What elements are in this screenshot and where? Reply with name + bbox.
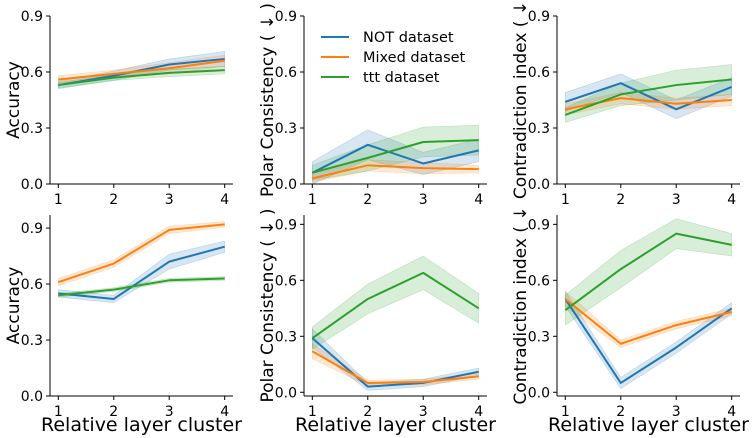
legend-label-not: NOT dataset xyxy=(363,30,454,46)
series-line-ttt-dataset xyxy=(312,139,479,174)
y-tick-label: 0.6 xyxy=(21,65,43,81)
y-tick-label: 0.6 xyxy=(275,65,297,81)
x-tick-label: 3 xyxy=(419,192,428,208)
x-tick-label: 1 xyxy=(54,192,63,208)
y-axis-label: Polar Consistency ( ↓ ) xyxy=(258,208,278,402)
x-tick-label: 3 xyxy=(419,404,428,420)
x-tick-label: 1 xyxy=(561,192,570,208)
y-tick-label: 0.0 xyxy=(528,385,550,401)
x-tick-label: 4 xyxy=(220,192,229,208)
series-line-mixed-dataset xyxy=(311,350,479,384)
y-tick-label: 0.3 xyxy=(528,121,550,137)
y-tick-label: 0.0 xyxy=(275,177,297,193)
x-tick-label: 4 xyxy=(220,404,229,420)
series-line-mixed-dataset xyxy=(57,223,225,284)
y-tick-label: 0.3 xyxy=(21,121,43,137)
y-axis-label: Contradiction index ( ↓ xyxy=(511,206,531,404)
y-tick-label: 0.0 xyxy=(21,389,43,405)
y-tick-label: 0.3 xyxy=(275,329,297,345)
y-tick-label: 0.0 xyxy=(21,177,43,193)
y-tick-label: 0.9 xyxy=(528,217,550,233)
x-tick-label: 4 xyxy=(727,404,736,420)
band-not-dataset xyxy=(58,240,225,304)
series-line-not-dataset xyxy=(564,298,733,384)
x-tick-label: 2 xyxy=(109,404,118,420)
y-tick-label: 0.9 xyxy=(21,9,43,25)
x-tick-label: 3 xyxy=(672,404,681,420)
y-axis-label: Polar Consistency ( ↓ ) xyxy=(258,3,278,197)
series-line-ttt-dataset xyxy=(311,271,480,339)
series-line-mixed-dataset xyxy=(564,298,732,345)
y-tick-label: 0.6 xyxy=(21,277,43,293)
legend-label-ttt: ttt dataset xyxy=(363,70,440,86)
y-axis-label: Accuracy xyxy=(4,61,24,139)
x-tick-label: 2 xyxy=(363,192,372,208)
panel-top-polar: 0.0 0.3 0.6 0.9 1 2 3 4 Polar Consistency ( ↓ ) xyxy=(258,3,487,208)
x-axis-label: Relative layer cluster xyxy=(41,414,242,436)
x-tick-label: 1 xyxy=(54,404,63,420)
y-tick-label: 0.9 xyxy=(528,9,550,25)
x-tick-label: 4 xyxy=(474,404,483,420)
band-not-dataset xyxy=(312,129,479,185)
band-ttt-dataset xyxy=(312,124,479,181)
series-line-ttt-dataset xyxy=(58,69,225,87)
x-tick-label: 3 xyxy=(165,404,174,420)
series-line-not-dataset xyxy=(311,143,479,174)
panels-layer: 0.0 0.3 0.6 0.9 1 2 3 4 Accuracy 0.0 0.3 0.6 0.9 1 2 3 4… xyxy=(4,1,749,436)
band-ttt-dataset xyxy=(565,218,732,326)
y-tick-label: 0.6 xyxy=(528,65,550,81)
panel-bottom-accuracy: 0.0 0.3 0.6 0.9 1 2 3 4 Accuracy Relative layer c… xyxy=(4,215,242,436)
series-line-not-dataset xyxy=(564,82,733,111)
x-tick-label: 2 xyxy=(616,404,625,420)
y-tick-label: 0.9 xyxy=(275,217,297,233)
y-tick-label: 0.9 xyxy=(21,221,43,237)
panel-bottom-contradiction: 0.0 0.3 0.6 0.9 1 2 3 4 Contradiction index ( ↓ R… xyxy=(511,206,749,436)
series-line-not-dataset xyxy=(311,337,479,388)
band-mixed-dataset xyxy=(58,221,225,287)
y-axis-label: Accuracy xyxy=(4,267,24,345)
y-tick-label: 0.9 xyxy=(275,9,297,25)
band-not-dataset xyxy=(565,290,732,389)
legend: NOT dataset Mixed dataset ttt dataset xyxy=(321,30,466,86)
panel-bottom-polar: 0.0 0.3 0.6 0.9 1 2 3 4 Polar Consistency ( ↓ ) R… xyxy=(258,208,496,436)
y-tick-label: 0.0 xyxy=(275,385,297,401)
y-tick-label: 0.3 xyxy=(528,329,550,345)
series-line-ttt-dataset xyxy=(564,232,732,311)
x-tick-label: 1 xyxy=(561,404,570,420)
legend-label-mixed: Mixed dataset xyxy=(363,50,466,66)
y-axis-label: Contradiction index ( ↓ xyxy=(511,1,531,199)
series-line-ttt-dataset xyxy=(564,78,732,116)
x-tick-label: 4 xyxy=(474,192,483,208)
x-tick-label: 4 xyxy=(727,192,736,208)
y-tick-label: 0.6 xyxy=(528,273,550,289)
x-tick-label: 2 xyxy=(109,192,118,208)
panel-top-contradiction: 0.0 0.3 0.6 0.9 1 2 3 4 Contradiction index ( ↓ xyxy=(511,1,740,208)
x-tick-label: 2 xyxy=(616,192,625,208)
series-line-not-dataset xyxy=(58,245,225,300)
x-axis-label: Relative layer cluster xyxy=(295,414,496,436)
band-ttt-dataset xyxy=(312,255,479,350)
series-line-mixed-dataset xyxy=(58,59,225,81)
band-mixed-dataset xyxy=(312,159,479,183)
y-tick-label: 0.6 xyxy=(275,273,297,289)
x-tick-label: 3 xyxy=(672,192,681,208)
panel-top-accuracy: 0.0 0.3 0.6 0.9 1 2 3 4 Accuracy xyxy=(4,9,233,208)
x-axis-label: Relative layer cluster xyxy=(548,414,749,436)
band-mixed-dataset xyxy=(565,92,732,116)
band-ttt-dataset xyxy=(565,64,732,123)
y-tick-label: 0.0 xyxy=(528,177,550,193)
y-tick-label: 0.3 xyxy=(275,121,297,137)
x-tick-label: 1 xyxy=(308,404,317,420)
series-line-mixed-dataset xyxy=(312,164,479,180)
y-tick-label: 0.3 xyxy=(21,333,43,349)
x-tick-label: 3 xyxy=(165,192,174,208)
x-tick-label: 2 xyxy=(363,404,372,420)
series-line-ttt-dataset xyxy=(58,277,225,297)
x-tick-label: 1 xyxy=(308,192,317,208)
